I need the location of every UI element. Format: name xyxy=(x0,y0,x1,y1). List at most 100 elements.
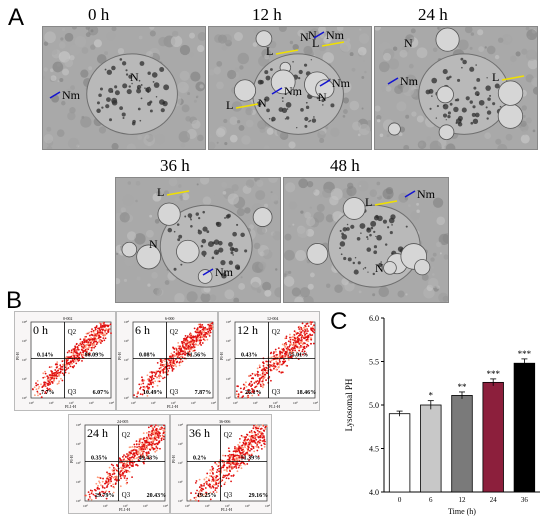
panel-c-label: C xyxy=(330,308,348,335)
quadrant-ll-value: 29.79% xyxy=(95,493,115,499)
flow-x-tick: 10⁴ xyxy=(265,504,271,508)
quadrant-ul-value: 0.35% xyxy=(91,455,108,461)
flow-scatter: 6 h 6-000 Q2 Q3 0.08% 81.56% 10.49% 7.87% FL1-H P… xyxy=(117,316,217,409)
significance-marker: *** xyxy=(518,349,532,359)
quadrant-q3-label: Q3 xyxy=(68,388,77,396)
quadrant-ur-value: 49.43% xyxy=(139,455,159,461)
em-annotation: N xyxy=(318,90,327,104)
panel-a-label: A xyxy=(8,4,25,31)
quadrant-ul-value: 0.43% xyxy=(241,352,258,358)
em-micrograph xyxy=(115,177,281,303)
y-tick-label: 5.5 xyxy=(369,358,379,367)
arrow-icon xyxy=(271,87,283,95)
quadrant-ll-value: 7.7% xyxy=(41,390,55,396)
flow-y-tick: 10³ xyxy=(226,339,231,343)
significance-marker: * xyxy=(429,391,434,401)
x-tick-label: 0 xyxy=(398,496,402,504)
arrow-icon xyxy=(319,79,331,87)
lysosomal-ph-bar-chart: 4.0 4.5 5.0 5.5 6.0 0 6 * 12 ** 24 *** 36 *** Time (h)… xyxy=(344,314,540,516)
flow-y-tick: 10¹ xyxy=(178,480,183,484)
flow-x-tick: 10⁴ xyxy=(313,401,319,405)
flow-y-tick: 10° xyxy=(124,396,130,400)
quadrant-ur-value: 55.01% xyxy=(289,352,309,358)
quadrant-lr-value: 18.46% xyxy=(297,390,317,396)
flow-x-axis-label: FL1-H xyxy=(119,507,130,512)
em-annotation: N xyxy=(130,70,139,84)
em-micrograph xyxy=(208,26,372,150)
flow-y-tick: 10⁴ xyxy=(226,320,232,324)
flow-x-tick: 10² xyxy=(273,401,278,405)
quadrant-q3-label: Q3 xyxy=(272,388,281,396)
flow-x-tick: 10³ xyxy=(293,401,298,405)
flow-y-tick: 10³ xyxy=(178,442,183,446)
flow-y-axis-label: PI-H xyxy=(117,352,122,360)
flow-x-tick: 10² xyxy=(123,504,128,508)
bar xyxy=(451,395,473,493)
quadrant-lr-value: 7.87% xyxy=(195,390,212,396)
flow-x-tick: 10¹ xyxy=(205,504,210,508)
em-annotation: Nm xyxy=(284,84,302,98)
flow-time-label: 36 h xyxy=(189,426,210,440)
flow-x-tick: 10° xyxy=(29,401,35,405)
quadrant-q3-label: Q3 xyxy=(122,491,131,499)
quadrant-ll-value: 26.1% xyxy=(245,390,262,396)
flow-x-tick: 10° xyxy=(185,504,191,508)
quadrant-ll-value: 10.49% xyxy=(143,390,163,396)
flow-y-axis-label: PI-H xyxy=(15,352,20,360)
flow-x-tick: 10° xyxy=(83,504,89,508)
quadrant-q3-label: Q3 xyxy=(224,491,233,499)
em-annotation: N xyxy=(149,237,158,251)
y-tick-label: 4.0 xyxy=(369,488,379,497)
arrow-icon xyxy=(374,200,398,206)
flow-y-tick: 10° xyxy=(178,499,184,503)
em-annotation: L xyxy=(492,70,500,84)
bar xyxy=(482,381,504,493)
flow-x-tick: 10⁴ xyxy=(109,401,115,405)
x-tick-label: 36 xyxy=(521,496,529,504)
flow-sample-id: 36-006 xyxy=(219,419,230,424)
em-annotation: N xyxy=(404,36,413,50)
flow-scatter: 36 h 36-006 Q2 Q3 0.2% 51.39% 19.25% 29.16% FL1-… xyxy=(171,419,271,512)
flow-x-axis-label: FL1-H xyxy=(167,404,178,409)
em-annotation: Nm xyxy=(62,88,80,102)
flow-y-tick: 10² xyxy=(22,358,27,362)
em-annotation: L xyxy=(157,185,165,199)
flow-y-tick: 10² xyxy=(226,358,231,362)
flow-y-axis-label: PI-H xyxy=(219,352,224,360)
flow-y-tick: 10² xyxy=(124,358,129,362)
x-tick-label: 12 xyxy=(459,496,467,504)
arrow-icon xyxy=(501,75,525,81)
flow-x-axis-label: FL1-H xyxy=(65,404,76,409)
y-tick-label: 5.0 xyxy=(369,401,379,410)
arrow-icon xyxy=(202,268,214,276)
arrow-icon xyxy=(275,49,299,55)
flow-y-tick: 10⁴ xyxy=(76,423,82,427)
flow-x-tick: 10¹ xyxy=(253,401,258,405)
em-annotation: N xyxy=(308,28,317,42)
y-tick-label: 6.0 xyxy=(369,314,379,323)
em-annotation: Nm xyxy=(400,74,418,88)
flow-x-tick: 10³ xyxy=(143,504,148,508)
flow-plot: 6 h 6-000 Q2 Q3 0.08% 81.56% 10.49% 7.87% FL1-H P… xyxy=(116,311,218,411)
arrow-icon xyxy=(387,77,399,85)
quadrant-q3-label: Q3 xyxy=(170,388,179,396)
em-micrograph xyxy=(374,26,538,150)
em-image xyxy=(209,27,371,149)
flow-time-label: 12 h xyxy=(237,323,258,337)
flow-y-tick: 10° xyxy=(22,396,28,400)
flow-plot: 12 h 12-004 Q2 Q3 0.43% 55.01% 26.1% 18.46% FL1-… xyxy=(218,311,320,411)
flow-y-tick: 10¹ xyxy=(76,480,81,484)
quadrant-ul-value: 0.14% xyxy=(37,352,54,358)
flow-y-tick: 10⁴ xyxy=(124,320,130,324)
flow-y-axis-label: PI-H xyxy=(171,455,176,463)
quadrant-ul-value: 0.08% xyxy=(139,352,156,358)
flow-x-tick: 10¹ xyxy=(151,401,156,405)
flow-y-axis-label: PI-H xyxy=(69,455,74,463)
flow-y-tick: 10¹ xyxy=(226,377,231,381)
quadrant-q2-label: Q2 xyxy=(224,431,233,439)
flow-x-axis-label: FL1-H xyxy=(269,404,280,409)
flow-x-tick: 10° xyxy=(233,401,239,405)
quadrant-lr-value: 6.07% xyxy=(93,390,110,396)
em-time-label: 36 h xyxy=(160,156,190,175)
x-axis-label: Time (h) xyxy=(448,507,476,516)
